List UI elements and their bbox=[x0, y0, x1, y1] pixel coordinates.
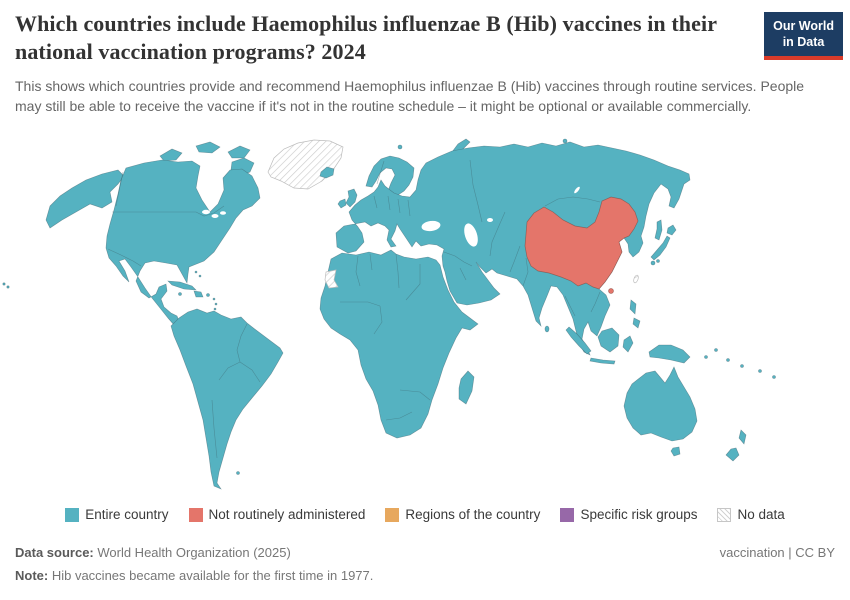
region-bahamas-2[interactable] bbox=[198, 274, 202, 278]
region-svalbard[interactable] bbox=[397, 144, 403, 150]
data-source-label: Data source: bbox=[15, 545, 94, 560]
page-title: Which countries include Haemophilus infl… bbox=[15, 11, 717, 65]
legend-item-specific-risk-groups[interactable]: Specific risk groups bbox=[560, 507, 697, 522]
region-eurasia[interactable] bbox=[335, 141, 691, 356]
country-borders bbox=[107, 159, 601, 459]
region-hokkaido[interactable] bbox=[666, 224, 677, 236]
region-scandinavia[interactable] bbox=[365, 155, 415, 198]
region-africa[interactable] bbox=[319, 249, 479, 439]
region-hispaniola[interactable] bbox=[193, 290, 204, 298]
region-sri-lanka[interactable] bbox=[544, 325, 550, 333]
region-antilles-3[interactable] bbox=[213, 307, 217, 311]
region-bahamas-1[interactable] bbox=[194, 270, 198, 274]
legend-swatch-not-routinely-administered bbox=[188, 507, 203, 522]
region-sakhalin[interactable] bbox=[654, 219, 663, 241]
region-new-zealand-south[interactable] bbox=[725, 447, 740, 462]
region-pacific-island-2[interactable] bbox=[714, 348, 718, 352]
region-south-america[interactable] bbox=[170, 308, 284, 490]
region-iceland[interactable] bbox=[319, 166, 335, 179]
region-hawaii-1[interactable] bbox=[2, 282, 6, 286]
region-new-siberian-islands[interactable] bbox=[562, 138, 568, 144]
legend-label: Entire country bbox=[85, 507, 169, 522]
legend-swatch-no-data bbox=[717, 507, 732, 522]
legend-swatch-regions-of-country bbox=[385, 507, 400, 522]
region-falklands[interactable] bbox=[236, 471, 240, 475]
region-arctic-islands[interactable] bbox=[159, 138, 471, 177]
region-united-kingdom[interactable] bbox=[345, 188, 358, 208]
lake-superior bbox=[202, 209, 210, 215]
chart-subtitle: This shows which countries provide and r… bbox=[15, 78, 805, 115]
lake-baikal bbox=[574, 186, 580, 194]
aral-sea bbox=[487, 218, 493, 222]
black-sea bbox=[421, 220, 441, 232]
region-hawaii-2[interactable] bbox=[6, 285, 10, 289]
legend-swatch-specific-risk-groups bbox=[560, 507, 575, 522]
region-alaska[interactable] bbox=[45, 169, 125, 229]
legend-item-not-routinely-administered[interactable]: Not routinely administered bbox=[188, 507, 366, 522]
region-philippines-mindanao[interactable] bbox=[632, 317, 641, 329]
region-antilles-1[interactable] bbox=[212, 297, 216, 301]
region-pacific-island-1[interactable] bbox=[704, 355, 708, 359]
region-sumatra[interactable] bbox=[565, 326, 592, 355]
region-puerto-rico[interactable] bbox=[206, 293, 210, 297]
region-java[interactable] bbox=[589, 357, 616, 365]
region-honshu[interactable] bbox=[650, 235, 671, 261]
region-china[interactable] bbox=[524, 196, 639, 290]
caspian-sea bbox=[464, 223, 478, 247]
data-source-line: Data source: World Health Organization (… bbox=[15, 545, 291, 560]
region-australia[interactable] bbox=[623, 366, 698, 442]
region-sulawesi[interactable] bbox=[622, 335, 634, 353]
region-pacific-island-6[interactable] bbox=[772, 375, 776, 379]
region-shikoku[interactable] bbox=[656, 259, 660, 263]
region-new-guinea[interactable] bbox=[648, 344, 691, 364]
lake-ontario-erie bbox=[220, 211, 226, 215]
region-pacific-island-5[interactable] bbox=[758, 369, 762, 373]
legend-swatch-entire-country bbox=[65, 507, 80, 522]
note-label: Note: bbox=[15, 568, 49, 583]
region-new-zealand-north[interactable] bbox=[738, 429, 747, 445]
region-madagascar[interactable] bbox=[458, 370, 475, 405]
legend-item-regions-of-country[interactable]: Regions of the country bbox=[385, 507, 540, 522]
lake-michigan-huron bbox=[211, 214, 219, 218]
legend-label: Specific risk groups bbox=[580, 507, 698, 522]
region-pacific-island-4[interactable] bbox=[740, 364, 744, 368]
region-ireland[interactable] bbox=[337, 198, 347, 209]
region-hainan[interactable] bbox=[608, 288, 614, 294]
note-line: Note: Hib vaccines became available for … bbox=[15, 568, 373, 583]
region-north-america[interactable] bbox=[105, 159, 261, 326]
region-borneo[interactable] bbox=[597, 327, 620, 353]
owid-logo[interactable]: Our World in Data bbox=[764, 12, 843, 60]
map-legend: Entire country Not routinely administere… bbox=[0, 507, 850, 522]
owid-logo-line1: Our World bbox=[773, 19, 834, 33]
license-text[interactable]: vaccination | CC BY bbox=[719, 545, 835, 560]
region-tasmania[interactable] bbox=[670, 446, 681, 457]
legend-item-no-data[interactable]: No data bbox=[717, 507, 785, 522]
legend-label: Not routinely administered bbox=[208, 507, 366, 522]
data-source-value: World Health Organization (2025) bbox=[93, 545, 291, 560]
region-western-sahara[interactable] bbox=[324, 269, 339, 289]
owid-logo-line2: in Data bbox=[782, 35, 825, 50]
region-taiwan[interactable] bbox=[633, 274, 639, 284]
legend-item-entire-country[interactable]: Entire country bbox=[65, 507, 169, 522]
legend-label: Regions of the country bbox=[405, 507, 541, 522]
region-greenland[interactable] bbox=[267, 139, 344, 190]
region-philippines-luzon[interactable] bbox=[629, 299, 637, 315]
region-pacific-island-3[interactable] bbox=[726, 358, 730, 362]
region-cuba[interactable] bbox=[167, 280, 197, 291]
region-antilles-2[interactable] bbox=[214, 302, 218, 306]
legend-label: No data bbox=[737, 507, 785, 522]
region-jamaica[interactable] bbox=[178, 292, 182, 296]
note-value: Hib vaccines became available for the fi… bbox=[48, 568, 374, 583]
region-kyushu[interactable] bbox=[650, 260, 656, 266]
